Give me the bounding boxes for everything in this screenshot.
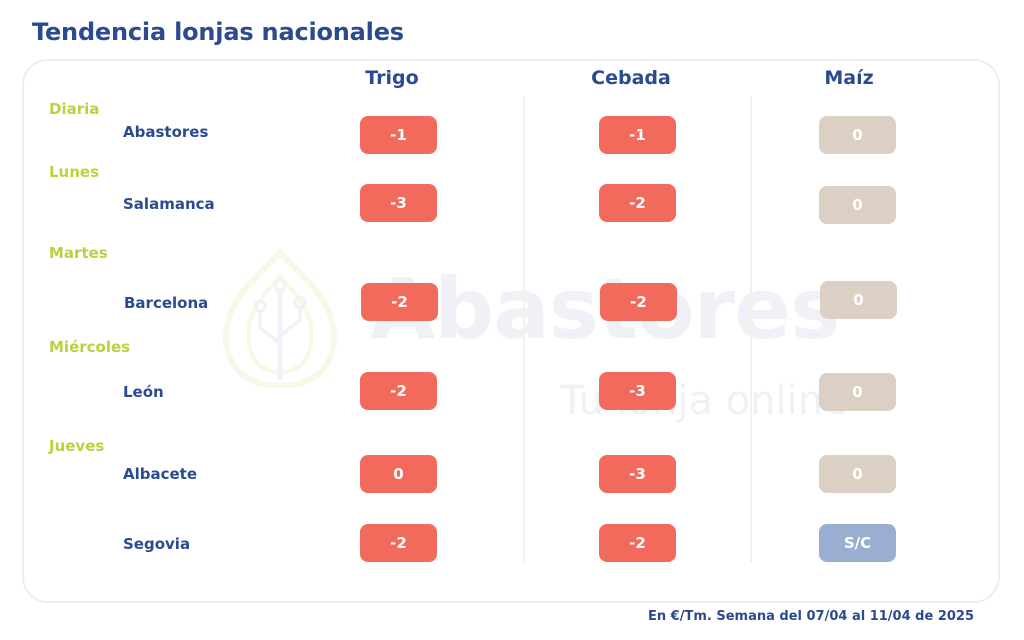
day-label-jueves: Jueves: [49, 437, 105, 455]
column-header-maiz: Maíz: [824, 67, 874, 89]
city-label-salamanca: Salamanca: [123, 195, 215, 213]
day-label-martes: Martes: [49, 244, 108, 262]
day-label-miercoles: Miércoles: [49, 338, 131, 356]
value-badge-maiz: 0: [819, 186, 896, 224]
value-badge-trigo: -3: [360, 184, 437, 222]
city-label-barcelona: Barcelona: [124, 294, 209, 312]
column-divider: [750, 96, 752, 562]
value-badge-maiz: 0: [819, 373, 896, 411]
value-badge-cebada: -3: [599, 455, 676, 493]
city-label-segovia: Segovia: [123, 535, 191, 553]
page-title: Tendencia lonjas nacionales: [32, 18, 404, 46]
value-badge-maiz: S/C: [819, 524, 896, 562]
value-badge-cebada: -3: [599, 372, 676, 410]
value-badge-maiz: 0: [819, 116, 896, 154]
value-badge-maiz: 0: [819, 455, 896, 493]
value-badge-trigo: -2: [360, 372, 437, 410]
footer-note: En €/Tm. Semana del 07/04 al 11/04 de 20…: [648, 609, 974, 624]
column-header-trigo: Trigo: [365, 67, 419, 89]
day-label-diaria: Diaria: [49, 100, 100, 118]
city-label-abastores: Abastores: [123, 123, 209, 141]
value-badge-trigo: -2: [360, 524, 437, 562]
value-badge-cebada: -2: [600, 283, 677, 321]
day-label-lunes: Lunes: [49, 163, 100, 181]
city-label-albacete: Albacete: [123, 465, 198, 483]
value-badge-trigo: -2: [361, 283, 438, 321]
value-badge-cebada: -2: [599, 524, 676, 562]
value-badge-trigo: -1: [360, 116, 437, 154]
column-divider: [523, 96, 525, 562]
city-label-leon: León: [123, 383, 164, 401]
value-badge-trigo: 0: [360, 455, 437, 493]
value-badge-cebada: -1: [599, 116, 676, 154]
value-badge-cebada: -2: [599, 184, 676, 222]
column-header-cebada: Cebada: [591, 67, 671, 89]
value-badge-maiz: 0: [820, 281, 897, 319]
